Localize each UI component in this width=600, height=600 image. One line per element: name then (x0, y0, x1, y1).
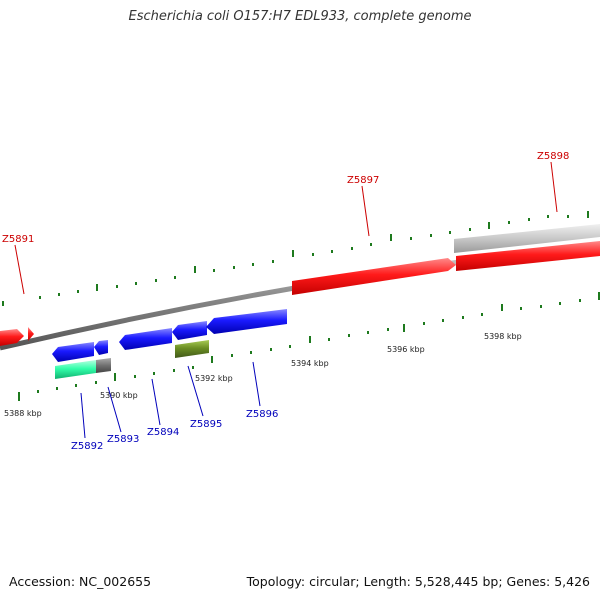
gene-z5891-arrow[interactable] (0, 329, 24, 346)
gene-z5892-arrow[interactable] (52, 342, 94, 362)
gene-label-z5896[interactable]: Z5896 (246, 409, 278, 420)
cyan-feature[interactable] (55, 360, 96, 379)
gray-feature-forward[interactable] (454, 224, 600, 253)
gene-label-z5893[interactable]: Z5893 (107, 434, 139, 445)
scale-label-6: 5398 kbp (484, 332, 522, 341)
gene-z5894-arrow[interactable] (119, 328, 172, 350)
gene-z5898-arrow[interactable] (456, 241, 600, 271)
scale-label-2: 5390 kbp (100, 391, 138, 400)
dark-gray-feature[interactable] (96, 358, 111, 373)
tick-row-reverse (18, 292, 600, 401)
gene-label-z5894[interactable]: Z5894 (147, 427, 179, 438)
gene-z5895-arrow[interactable] (172, 321, 207, 340)
scale-label-5: 5396 kbp (387, 345, 425, 354)
gene-label-z5897[interactable]: Z5897 (347, 175, 379, 186)
gene-red-fragment[interactable] (28, 327, 34, 341)
olive-feature[interactable] (175, 340, 209, 358)
genome-title: Escherichia coli O157:H7 EDL933, complet… (128, 9, 472, 24)
gene-label-z5898[interactable]: Z5898 (537, 151, 569, 162)
gene-label-z5892[interactable]: Z5892 (71, 441, 103, 452)
scale-label-1: 5388 kbp (4, 409, 42, 418)
genome-summary-text: Topology: circular; Length: 5,528,445 bp… (246, 574, 590, 589)
gene-z5897-arrow[interactable] (292, 258, 456, 295)
tick-row-forward (2, 211, 589, 306)
gene-z5896-arrow[interactable] (206, 309, 287, 334)
label-leaders (14, 161, 558, 439)
gene-z5893-arrow[interactable] (94, 340, 108, 355)
scale-label-4: 5394 kbp (291, 359, 329, 368)
gene-label-z5895[interactable]: Z5895 (190, 419, 222, 430)
accession-text: Accession: NC_002655 (9, 574, 152, 589)
gene-label-z5891[interactable]: Z5891 (2, 234, 34, 245)
scale-label-3: 5392 kbp (195, 374, 233, 383)
